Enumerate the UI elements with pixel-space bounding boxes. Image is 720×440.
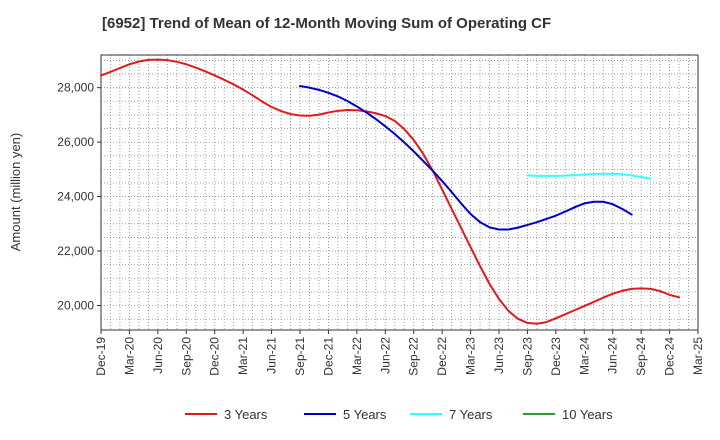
- series-line-3-years: [100, 58, 681, 325]
- x-tick-label: Sep-24: [634, 337, 648, 376]
- x-tick-label: Jun-20: [151, 337, 165, 374]
- x-tick-label: Dec-23: [549, 337, 563, 376]
- x-tick-label: Sep-21: [293, 337, 307, 376]
- legend-label: 7 Years: [449, 407, 493, 422]
- chart-gridlines: [101, 55, 698, 330]
- y-axis-ticks: 20,000 22,000 24,000 26,000 28,000: [57, 81, 101, 312]
- x-tick-label: Mar-24: [577, 337, 591, 375]
- x-tick-label: Sep-22: [407, 337, 421, 376]
- x-axis-ticks: Dec-19 Mar-20 Jun-20 Sep-20 Dec-20 Mar-21 Jun-…: [94, 330, 705, 376]
- series-line-7-years: [526, 172, 652, 180]
- legend-label: 3 Years: [224, 407, 268, 422]
- y-tick-label: 22,000: [57, 244, 94, 258]
- x-tick-label: Dec-20: [208, 337, 222, 376]
- chart-title: [6952] Trend of Mean of 12-Month Moving …: [102, 15, 551, 32]
- x-tick-label: Jun-21: [265, 337, 279, 374]
- x-tick-label: Mar-22: [350, 337, 364, 375]
- plot-area-frame: [100, 54, 699, 331]
- x-tick-label: Jun-23: [492, 337, 506, 374]
- x-tick-label: Dec-22: [435, 337, 449, 376]
- y-tick-label: 20,000: [57, 298, 94, 312]
- y-tick-label: 24,000: [57, 190, 94, 204]
- x-tick-label: Mar-21: [236, 337, 250, 375]
- series-lines: [100, 58, 681, 325]
- x-tick-label: Mar-20: [122, 337, 136, 375]
- x-tick-label: Dec-21: [321, 337, 335, 376]
- x-tick-label: Dec-19: [94, 337, 108, 376]
- legend-label: 5 Years: [343, 407, 387, 422]
- legend-label: 10 Years: [562, 407, 613, 422]
- y-tick-label: 28,000: [57, 81, 94, 95]
- x-tick-label: Dec-24: [663, 337, 677, 376]
- x-tick-label: Sep-20: [179, 337, 193, 376]
- series-line-5-years: [299, 85, 633, 231]
- y-axis-label: Amount (million yen): [8, 133, 23, 252]
- x-tick-label: Sep-23: [520, 337, 534, 376]
- x-tick-label: Jun-22: [378, 337, 392, 374]
- chart-legend: 3 Years 5 Years 7 Years 10 Years: [185, 407, 613, 422]
- x-tick-label: Mar-23: [464, 337, 478, 375]
- x-tick-label: Mar-25: [691, 337, 705, 375]
- x-tick-label: Jun-24: [606, 337, 620, 374]
- y-tick-label: 26,000: [57, 135, 94, 149]
